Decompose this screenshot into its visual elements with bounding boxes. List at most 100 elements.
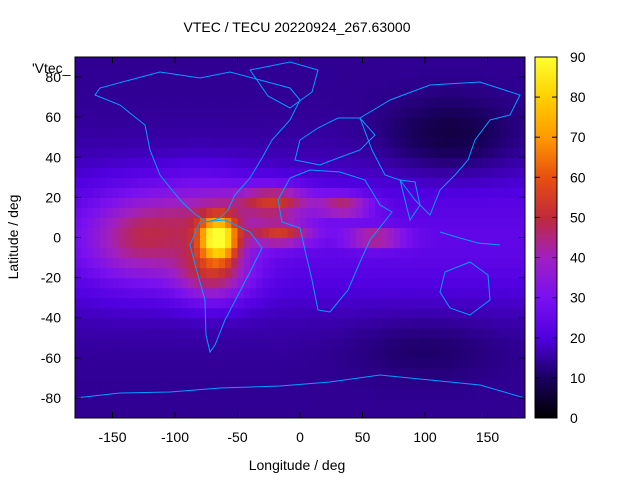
heatmap-cell (237, 137, 245, 148)
heatmap-cell (412, 347, 420, 359)
heatmap-cell (143, 307, 151, 319)
heatmap-cell (231, 117, 239, 128)
heatmap-cell (300, 67, 307, 78)
heatmap-cell (131, 247, 139, 259)
heatmap-cell (431, 97, 439, 108)
heatmap-cell (262, 327, 270, 339)
heatmap-cell (393, 157, 401, 168)
heatmap-cell (487, 407, 495, 418)
heatmap-cell (500, 377, 507, 389)
heatmap-cell (156, 187, 164, 198)
heatmap-cell (500, 227, 507, 239)
coastline-india (399, 179, 421, 222)
heatmap-cell (293, 397, 301, 409)
heatmap-cell (81, 167, 89, 178)
heatmap-cell (150, 127, 157, 138)
heatmap-cell (231, 407, 239, 418)
heatmap-cell (75, 247, 82, 259)
heatmap-cell (493, 307, 501, 319)
heatmap-cell (487, 147, 495, 158)
heatmap-cell (162, 397, 170, 409)
heatmap-cell (93, 277, 101, 289)
heatmap-cell (275, 247, 282, 259)
heatmap-cell (456, 87, 464, 98)
heatmap-cell (100, 297, 107, 309)
heatmap-cell (387, 237, 395, 249)
heatmap-cell (137, 347, 145, 359)
heatmap-cell (387, 157, 395, 168)
heatmap-cell (350, 257, 357, 269)
heatmap-cell (493, 267, 501, 279)
heatmap-cell (237, 217, 245, 229)
heatmap-cell (231, 127, 239, 138)
heatmap-cell (206, 107, 214, 118)
heatmap-cell (450, 77, 457, 88)
heatmap-cell (493, 77, 501, 88)
heatmap-cell (106, 337, 114, 349)
heatmap-cell (393, 387, 401, 399)
heatmap-cell (400, 287, 407, 299)
heatmap-cell (287, 377, 295, 389)
heatmap-cell (450, 157, 457, 168)
heatmap-cell (343, 377, 351, 389)
heatmap-cell (231, 357, 239, 369)
heatmap-cell (231, 97, 239, 108)
heatmap-cell (468, 117, 476, 128)
heatmap-cell (75, 57, 82, 68)
heatmap-cell (318, 397, 326, 409)
heatmap-cell (300, 147, 307, 158)
heatmap-cell (337, 277, 345, 289)
heatmap-cell (393, 267, 401, 279)
heatmap-cell (431, 337, 439, 349)
heatmap-cell (137, 297, 145, 309)
colorbar-tick-label: 20 (570, 330, 586, 346)
heatmap-cell (431, 67, 439, 78)
heatmap-cell (350, 177, 357, 188)
heatmap-cell (287, 267, 295, 279)
heatmap-cell (306, 247, 314, 259)
heatmap-cell (312, 147, 320, 158)
heatmap-cell (331, 347, 339, 359)
heatmap-cell (125, 137, 132, 148)
heatmap-cell (212, 237, 220, 249)
heatmap-cell (143, 117, 151, 128)
heatmap-cell (150, 307, 157, 319)
heatmap-cell (256, 127, 264, 138)
heatmap-cell (206, 57, 214, 68)
heatmap-cell (381, 107, 389, 118)
heatmap-cell (381, 397, 389, 409)
heatmap-cell (156, 357, 164, 369)
heatmap-cell (512, 87, 520, 98)
heatmap-cell (443, 287, 451, 299)
heatmap-cell (281, 397, 289, 409)
heatmap-cell (243, 187, 251, 198)
heatmap-cell (112, 57, 120, 68)
heatmap-cell (375, 87, 382, 98)
heatmap-cell (487, 97, 495, 108)
heatmap-cell (87, 337, 95, 349)
heatmap-cell (368, 407, 376, 418)
heatmap-cell (356, 327, 364, 339)
heatmap-cell (293, 387, 301, 399)
heatmap-cell (268, 397, 276, 409)
heatmap-cell (393, 327, 401, 339)
heatmap-cell (356, 97, 364, 108)
heatmap-cell (487, 307, 495, 319)
heatmap-cell (425, 107, 432, 118)
heatmap-cell (500, 67, 507, 78)
heatmap-cell (481, 327, 489, 339)
heatmap-cell (475, 107, 482, 118)
heatmap-cell (193, 357, 201, 369)
heatmap-cell (168, 137, 176, 148)
heatmap-cell (412, 117, 420, 128)
heatmap-cell (112, 307, 120, 319)
heatmap-cell (450, 67, 457, 78)
heatmap-cell (425, 327, 432, 339)
heatmap-cell (500, 237, 507, 249)
heatmap-cell (337, 297, 345, 309)
heatmap-cell (381, 267, 389, 279)
heatmap-cell (400, 157, 407, 168)
heatmap-cell (243, 137, 251, 148)
heatmap-cell (162, 317, 170, 329)
heatmap-cell (106, 187, 114, 198)
